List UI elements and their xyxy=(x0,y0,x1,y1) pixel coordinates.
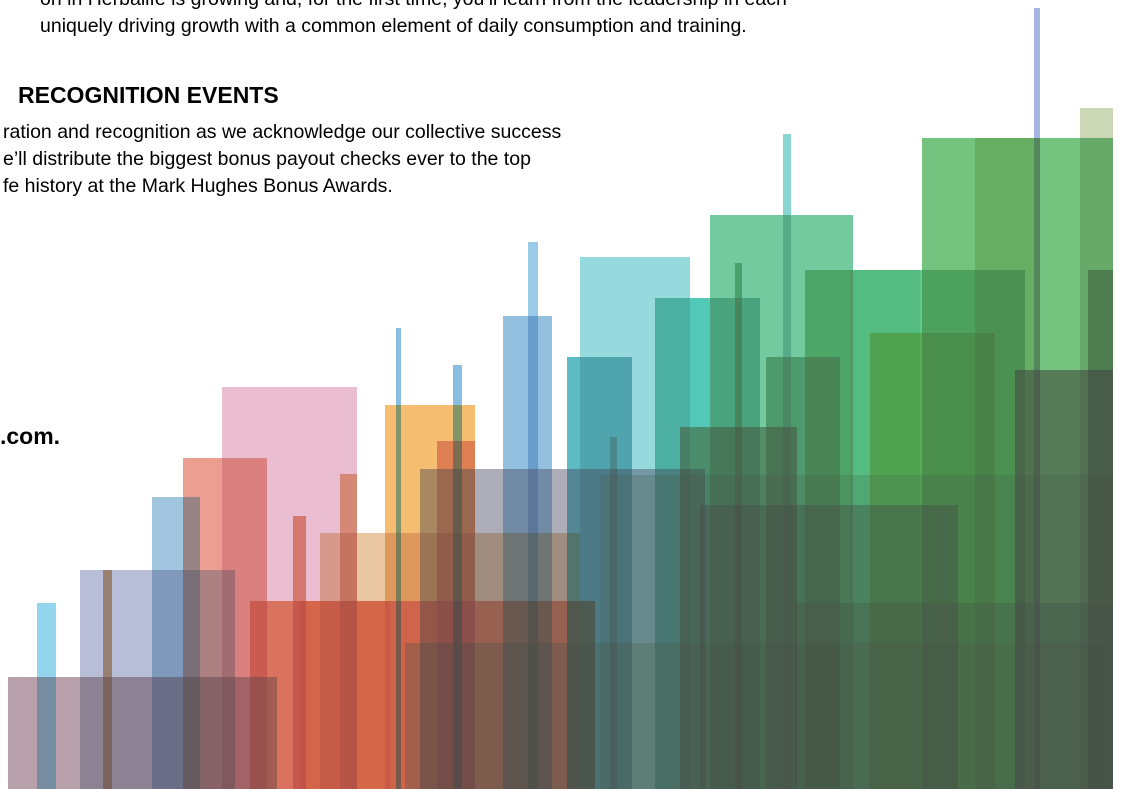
city-bars-art xyxy=(0,0,1125,789)
section-line: ration and recognition as we acknowledge… xyxy=(3,120,561,144)
url-fragment: .com. xyxy=(0,423,60,450)
section-line: e’ll distribute the biggest bonus payout… xyxy=(3,147,531,171)
intro-line: on in Herbalife is growing and, for the … xyxy=(40,0,787,11)
page: on in Herbalife is growing and, for the … xyxy=(0,0,1125,789)
section-heading: RECOGNITION EVENTS xyxy=(18,82,279,109)
section-line: fe history at the Mark Hughes Bonus Awar… xyxy=(3,174,393,198)
intro-line: uniquely driving growth with a common el… xyxy=(40,14,747,38)
